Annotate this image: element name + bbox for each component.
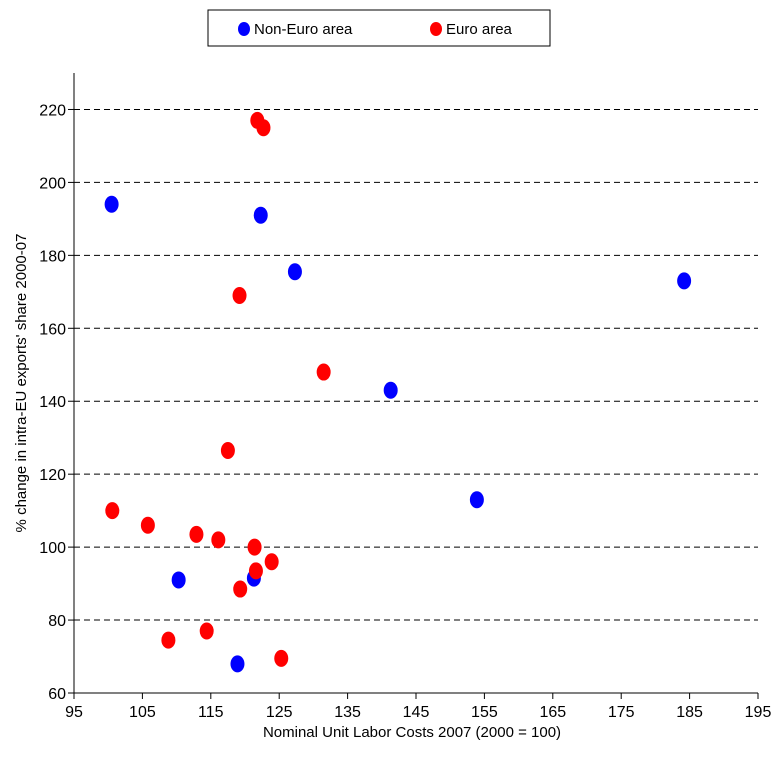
point-euro-11 xyxy=(248,562,263,580)
x-tick-label-185: 185 xyxy=(676,704,703,721)
point-euro-1 xyxy=(256,119,271,137)
point-euro-7 xyxy=(189,525,204,543)
point-euro-8 xyxy=(211,531,226,549)
x-axis-title: Nominal Unit Labor Costs 2007 (2000 = 10… xyxy=(263,724,561,741)
point-non-euro-8 xyxy=(230,655,245,673)
x-tick-label-155: 155 xyxy=(471,704,498,721)
point-euro-10 xyxy=(264,553,279,571)
point-euro-5 xyxy=(105,502,120,520)
x-tick-label-115: 115 xyxy=(198,704,224,721)
y-axis-tick-labels: 60 80 100 120 140 160 180 200 220 xyxy=(39,102,66,703)
point-non-euro-3 xyxy=(677,272,692,290)
x-tick-label-165: 165 xyxy=(539,704,566,721)
y-axis-title: % change in intra-EU exports' share 2000… xyxy=(13,234,30,533)
point-euro-4 xyxy=(220,441,235,459)
point-euro-6 xyxy=(140,516,155,534)
point-non-euro-6 xyxy=(171,571,186,589)
point-non-euro-0 xyxy=(104,195,119,213)
axes xyxy=(68,73,759,699)
legend-marker-non-euro xyxy=(238,22,250,36)
x-tick-label-195: 195 xyxy=(745,704,772,721)
y-tick-label-180: 180 xyxy=(39,248,66,265)
x-tick-label-175: 175 xyxy=(608,704,635,721)
x-tick-label-105: 105 xyxy=(129,704,156,721)
x-tick-label-95: 95 xyxy=(65,704,83,721)
y-tick-label-100: 100 xyxy=(39,540,66,557)
x-tick-label-145: 145 xyxy=(403,704,430,721)
point-euro-13 xyxy=(161,631,176,649)
point-non-euro-1 xyxy=(253,206,268,224)
y-tick-label-200: 200 xyxy=(39,175,66,192)
point-non-euro-2 xyxy=(287,263,302,281)
point-non-euro-4 xyxy=(383,381,398,399)
legend-label-euro: Euro area xyxy=(446,21,513,38)
point-euro-3 xyxy=(316,363,331,381)
y-tick-label-160: 160 xyxy=(39,321,66,338)
legend-label-non-euro: Non-Euro area xyxy=(254,21,353,38)
point-euro-15 xyxy=(274,649,289,667)
legend: Non-Euro area Euro area xyxy=(207,9,551,47)
x-axis-tick-labels: 95 105 115 125 135 145 155 165 175 185 195 xyxy=(65,704,771,721)
y-tick-label-140: 140 xyxy=(39,394,66,411)
x-tick-label-135: 135 xyxy=(334,704,361,721)
legend-box xyxy=(207,9,551,47)
y-tick-label-60: 60 xyxy=(48,686,66,703)
y-tick-label-220: 220 xyxy=(39,102,66,119)
legend-marker-euro xyxy=(430,22,442,36)
point-non-euro-5 xyxy=(469,491,484,509)
point-euro-14 xyxy=(199,622,214,640)
point-euro-12 xyxy=(233,580,248,598)
gridlines xyxy=(74,108,758,621)
x-tick-label-125: 125 xyxy=(266,704,293,721)
point-euro-9 xyxy=(247,538,262,556)
y-tick-label-80: 80 xyxy=(48,613,66,630)
y-tick-label-120: 120 xyxy=(39,467,66,484)
point-euro-2 xyxy=(232,286,247,304)
data-points xyxy=(104,111,692,673)
